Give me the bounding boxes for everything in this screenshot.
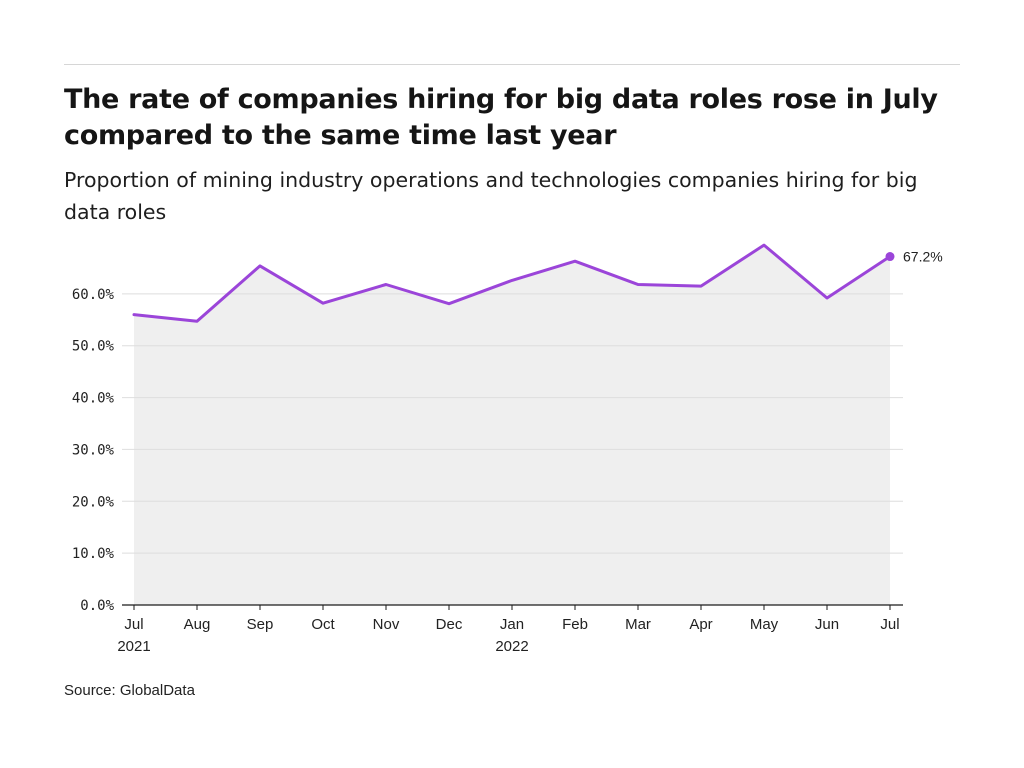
y-tick-label: 10.0%: [72, 546, 115, 562]
end-value-label: 67.2%: [903, 249, 943, 265]
y-tick-label: 30.0%: [72, 442, 115, 458]
x-tick-label: Feb: [562, 616, 588, 633]
series-area: [134, 245, 890, 605]
chart-subtitle: Proportion of mining industry operations…: [64, 168, 918, 224]
x-year-label: 2022: [495, 638, 528, 655]
x-tick-label: Aug: [184, 616, 211, 633]
x-tick-label: Jan: [500, 616, 524, 633]
x-year-label: 2021: [117, 638, 150, 655]
x-tick-label: Sep: [247, 616, 274, 633]
x-tick-label: Jun: [815, 616, 839, 633]
x-tick-label: Dec: [436, 616, 463, 633]
x-tick-label: Oct: [311, 616, 335, 633]
source-note: Source: GlobalData: [64, 682, 195, 699]
top-divider: [64, 64, 960, 65]
y-tick-label: 40.0%: [72, 391, 115, 407]
x-tick-label: Apr: [689, 616, 712, 633]
y-tick-label: 60.0%: [72, 287, 115, 303]
y-tick-label: 20.0%: [72, 494, 115, 510]
end-point-marker: [885, 252, 895, 262]
x-tick-label: Jul: [880, 616, 899, 633]
x-tick-label: Jul: [124, 616, 143, 633]
x-tick-label: May: [750, 616, 779, 633]
series-line: [132, 243, 892, 323]
x-tick-label: Nov: [373, 616, 400, 633]
y-tick-label: 0.0%: [80, 598, 114, 614]
chart-title: The rate of companies hiring for big dat…: [64, 84, 938, 151]
x-tick-label: Mar: [625, 616, 651, 633]
y-tick-label: 50.0%: [72, 339, 115, 355]
